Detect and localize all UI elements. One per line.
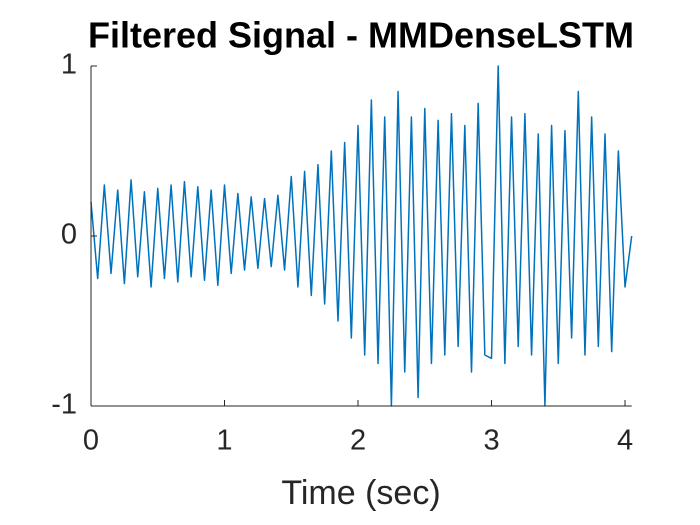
signal-line bbox=[90, 65, 633, 407]
x-tick-label: 2 bbox=[350, 425, 366, 457]
x-tick-label: 1 bbox=[216, 425, 232, 457]
x-tick-label: 4 bbox=[617, 425, 633, 457]
x-axis-label: Time (sec) bbox=[281, 474, 440, 512]
y-tick-label: -1 bbox=[51, 389, 77, 421]
y-tick-label: 1 bbox=[61, 49, 77, 81]
chart-title: Filtered Signal - MMDenseLSTM bbox=[88, 15, 634, 56]
x-tick-label: 0 bbox=[83, 425, 99, 457]
x-tick-label: 3 bbox=[483, 425, 499, 457]
y-tick-label: 0 bbox=[61, 219, 77, 251]
